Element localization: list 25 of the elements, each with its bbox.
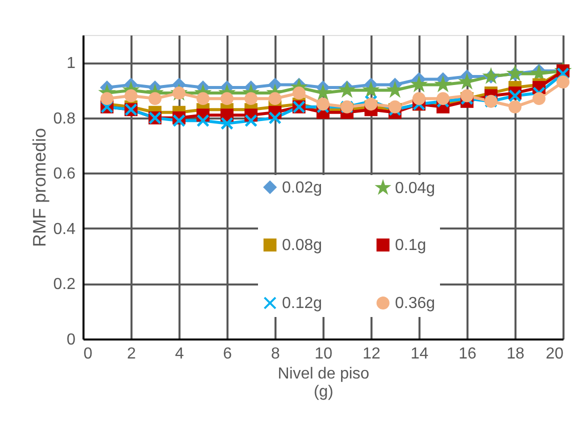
- x-tick-label: 2: [127, 346, 136, 362]
- x-tick-label: 8: [271, 346, 280, 362]
- x-tick-label: 6: [223, 346, 232, 362]
- x-tick-label: 20: [546, 346, 564, 362]
- x-tick-label: 12: [362, 346, 380, 362]
- legend-label: 0.04g: [395, 180, 436, 197]
- y-tick-label: 0: [66, 332, 76, 348]
- legend-label: 0.12g: [282, 295, 322, 312]
- legend-label: 0.1g: [395, 237, 426, 254]
- y-tick-label: 1: [66, 55, 76, 72]
- x-tick-label: 16: [458, 346, 476, 362]
- x-tick-label: 10: [314, 346, 332, 362]
- y-axis-title: RMF promedio: [29, 128, 50, 248]
- y-tick-label: 0.6: [53, 166, 76, 183]
- legend-label: 0.02g: [282, 179, 322, 196]
- x-axis-title: Nivel de piso (g): [278, 366, 370, 400]
- x-tick-label: 0: [84, 346, 92, 362]
- x-tick-label: 14: [410, 346, 428, 362]
- x-tick-label: 4: [175, 346, 184, 362]
- x-tick-label: 18: [506, 346, 524, 362]
- y-tick-label: 0.2: [53, 276, 76, 294]
- y-tick-label: 0.4: [53, 220, 76, 238]
- legend-label: 0.08g: [282, 237, 322, 254]
- y-tick-label: 0.8: [53, 110, 76, 128]
- legend-label: 0.36g: [395, 295, 436, 312]
